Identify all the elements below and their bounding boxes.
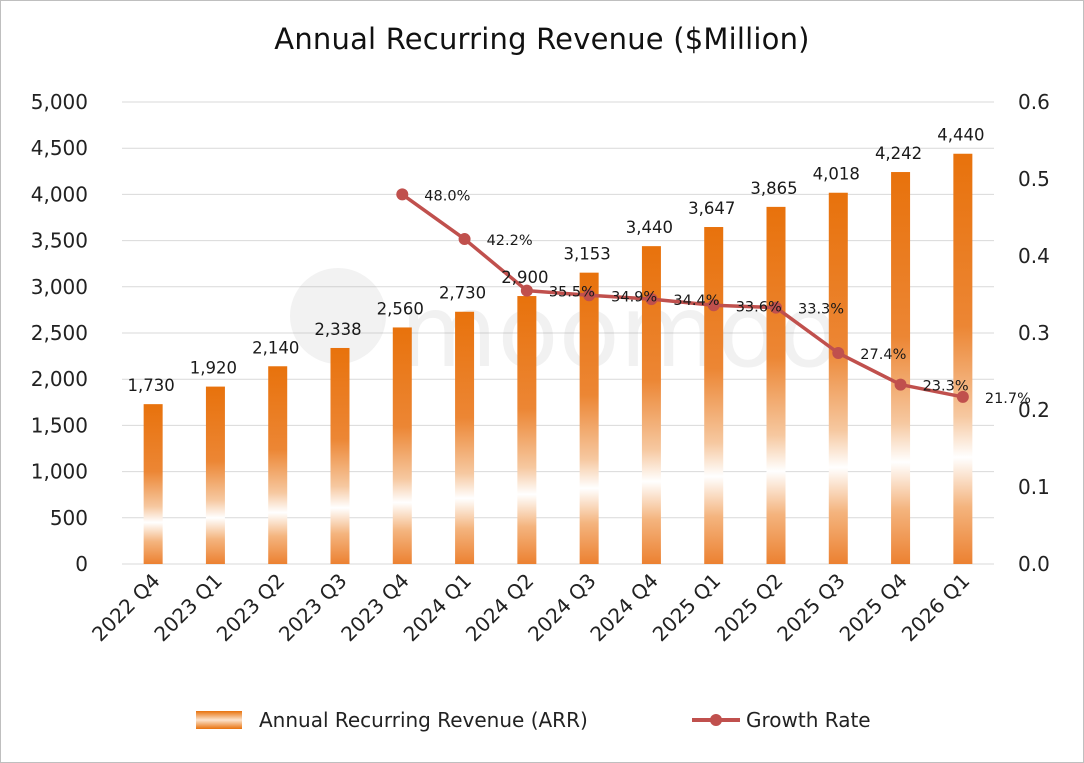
x-tick-label: 2024 Q1 [399,569,477,647]
growth-value-label: 23.3% [923,379,969,395]
x-tick-label: 2023 Q3 [274,569,352,647]
legend-label-growth: Growth Rate [746,708,871,732]
bar [205,386,225,564]
growth-point [583,289,596,302]
y-right-tick-label: 0.0 [1018,552,1050,576]
bar-value-label: 3,865 [750,179,797,198]
bar-value-label: 2,900 [501,268,548,287]
y-left-tick-label: 5,000 [31,90,88,114]
growth-point [707,299,720,312]
x-tick-label: 2024 Q2 [461,569,539,647]
y-left-tick-label: 2,000 [31,367,88,391]
x-tick-label: 2025 Q3 [772,569,850,647]
y-right-tick-label: 0.5 [1018,167,1050,191]
bar [704,227,724,564]
y-right-tick-label: 0.3 [1018,321,1050,345]
growth-value-label: 35.5% [549,285,595,301]
growth-line-series [396,188,969,403]
legend-label-arr: Annual Recurring Revenue (ARR) [259,708,588,732]
y-left-tick-label: 3,500 [31,229,88,253]
bar [766,206,786,564]
x-tick-label: 2022 Q4 [87,569,165,647]
bar [641,246,661,565]
growth-value-label: 34.4% [673,293,719,309]
x-tick-label: 2025 Q4 [835,569,913,647]
growth-point [396,188,409,201]
growth-point [645,293,658,306]
y-left-tick-label: 4,500 [31,136,88,160]
chart-title: Annual Recurring Revenue ($Million) [274,22,810,56]
y-left-tick-label: 1,000 [31,460,88,484]
bar [891,172,911,565]
x-tick-label: 2024 Q3 [523,569,601,647]
growth-value-label: 42.2% [487,233,533,249]
growth-value-label: 33.6% [736,299,782,315]
y-right-tick-label: 0.4 [1018,244,1050,268]
growth-point [832,347,845,360]
y-left-tick-label: 4,000 [31,182,88,206]
bar [268,366,288,564]
bar [517,296,537,564]
growth-point [956,390,969,403]
y-right-tick-label: 0.1 [1018,475,1050,499]
bar-value-label: 1,730 [128,376,175,395]
growth-value-label: 21.7% [985,391,1031,407]
x-tick-label: 2025 Q2 [710,569,788,647]
data-labels: 1,730 1,920 2,140 2,338 2,560 2,730 2,900 3,153… [128,126,1031,407]
x-tick-label: 2025 Q1 [648,569,726,647]
legend-swatch-arr [196,711,242,729]
growth-line [401,192,964,399]
growth-point [894,378,907,391]
growth-value-label: 34.9% [611,289,657,305]
x-tick-label: 2023 Q2 [212,569,290,647]
growth-value-label: 27.4% [860,347,906,363]
bar-value-label: 3,153 [564,245,611,264]
growth-value-label: 48.0% [424,188,470,204]
bar-value-label: 2,560 [377,299,424,318]
y-left-tick-label: 2,500 [31,321,88,345]
y-right-tick-label: 0.2 [1018,398,1050,422]
bar-value-label: 2,140 [252,338,299,357]
bar [828,192,848,564]
gridlines [122,101,994,565]
y-left-tick-label: 0 [75,552,88,576]
bar [579,272,599,564]
y-left-tick-label: 1,500 [31,413,88,437]
growth-point [520,284,533,297]
bar-value-label: 1,920 [190,359,237,378]
bar [953,153,973,564]
growth-value-label: 33.3% [798,302,844,318]
bar-value-label: 4,440 [937,126,984,145]
y-left-tick-label: 500 [50,506,88,530]
y-right-tick-label: 0.6 [1018,90,1050,114]
x-tick-label: 2024 Q4 [585,569,663,647]
y-left-tick-label: 3,000 [31,275,88,299]
bar [330,347,350,564]
bar-value-label: 3,440 [626,218,673,237]
bar-value-label: 2,338 [314,320,361,339]
x-tick-label: 2023 Q1 [149,569,227,647]
legend: Annual Recurring Revenue (ARR) Growth Rat… [196,708,871,732]
bar-value-label: 4,242 [875,144,922,163]
x-tick-label: 2026 Q1 [897,569,975,647]
bar [455,311,475,564]
bar-series [143,153,973,565]
legend-swatch-growth-point [710,714,722,726]
bar-value-label: 2,730 [439,284,486,303]
bar [143,404,163,564]
bar-value-label: 3,647 [688,199,735,218]
bar-value-label: 4,018 [813,165,860,184]
bar [392,327,412,564]
growth-point [458,233,471,246]
x-tick-label: 2023 Q4 [336,569,414,647]
growth-point [770,301,782,314]
